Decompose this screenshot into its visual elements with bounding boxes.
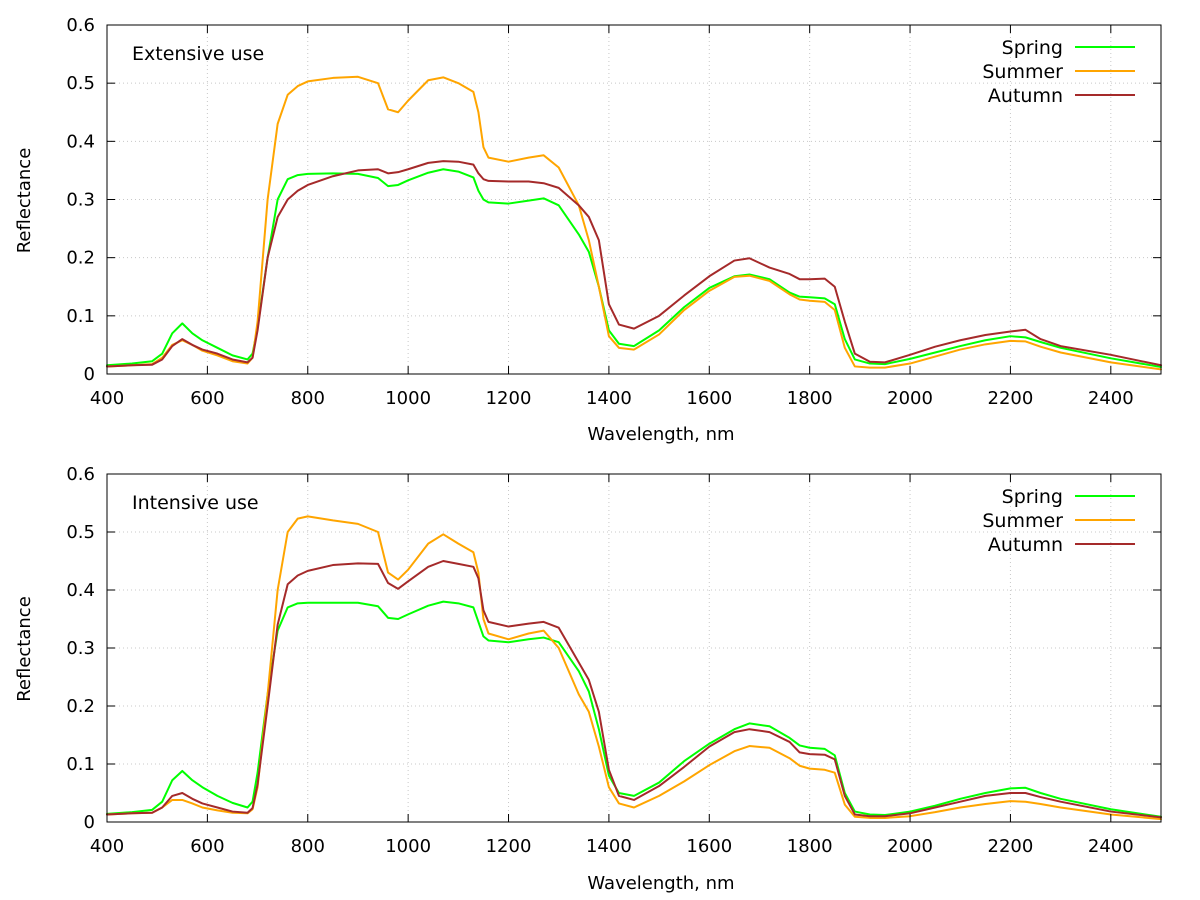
x-tick-label: 1600 — [686, 388, 732, 409]
y-tick-label: 0.1 — [66, 754, 95, 775]
chart-panel-1: 400 600 800 1000 1200 1400 1600 1800 2000 2200 240… — [14, 15, 1162, 445]
x-tick-label: 1400 — [586, 836, 632, 857]
y-tick-label: 0.6 — [66, 464, 95, 485]
y-tick-label: 0 — [84, 364, 95, 385]
series-line-spring — [106, 168, 1162, 369]
y-tick-label: 0.5 — [66, 522, 95, 543]
y-tick-label: 0.6 — [66, 15, 95, 36]
series-line-spring — [106, 600, 1162, 818]
x-tick-label: 600 — [190, 836, 224, 857]
x-axis-label: Wavelength, nm — [587, 873, 734, 894]
y-tick-label: 0.2 — [66, 248, 95, 269]
x-axis-label: Wavelength, nm — [587, 424, 734, 445]
legend-label-summer: Summer — [982, 510, 1063, 532]
x-tick-label: 2400 — [1088, 388, 1134, 409]
x-tick-label: 800 — [291, 836, 325, 857]
legend-label-spring: Spring — [1002, 37, 1063, 59]
series-line-summer — [106, 515, 1162, 821]
y-tick-label: 0.2 — [66, 696, 95, 717]
series-line-autumn — [106, 560, 1162, 819]
legend-label-autumn: Autumn — [988, 85, 1063, 107]
chart-panel-2: 400 600 800 1000 1200 1400 1600 1800 2000 2200 240… — [14, 464, 1162, 894]
legend-label-summer: Summer — [982, 61, 1063, 83]
y-tick-label: 0.3 — [66, 638, 95, 659]
x-tick-label: 2200 — [988, 388, 1034, 409]
x-tick-label: 1000 — [385, 388, 431, 409]
series-line-autumn — [106, 160, 1162, 368]
x-tick-label: 2000 — [887, 836, 933, 857]
x-tick-label: 2400 — [1088, 836, 1134, 857]
y-tick-label: 0.1 — [66, 306, 95, 327]
x-tick-label: 1600 — [686, 836, 732, 857]
x-tick-label: 400 — [90, 388, 124, 409]
y-tick-label: 0.4 — [66, 580, 95, 601]
y-axis-label: Reflectance — [14, 148, 35, 254]
x-tick-label: 2200 — [988, 836, 1034, 857]
legend-label-spring: Spring — [1002, 486, 1063, 508]
series-line-summer — [106, 75, 1162, 371]
y-tick-label: 0.5 — [66, 73, 95, 94]
x-tick-label: 1200 — [486, 388, 532, 409]
x-tick-label: 1400 — [586, 388, 632, 409]
x-tick-label: 1800 — [787, 836, 833, 857]
panel-title: Intensive use — [132, 492, 259, 514]
y-tick-label: 0.3 — [66, 190, 95, 211]
x-tick-label: 1000 — [385, 836, 431, 857]
x-tick-label: 1200 — [486, 836, 532, 857]
x-tick-label: 600 — [190, 388, 224, 409]
y-tick-label: 0.4 — [66, 131, 95, 152]
legend-label-autumn: Autumn — [988, 534, 1063, 556]
y-tick-label: 0 — [84, 812, 95, 833]
panel-title: Extensive use — [132, 43, 264, 65]
x-tick-label: 400 — [90, 836, 124, 857]
x-tick-label: 1800 — [787, 388, 833, 409]
x-tick-label: 800 — [291, 388, 325, 409]
y-axis-label: Reflectance — [14, 596, 35, 702]
x-tick-label: 2000 — [887, 388, 933, 409]
